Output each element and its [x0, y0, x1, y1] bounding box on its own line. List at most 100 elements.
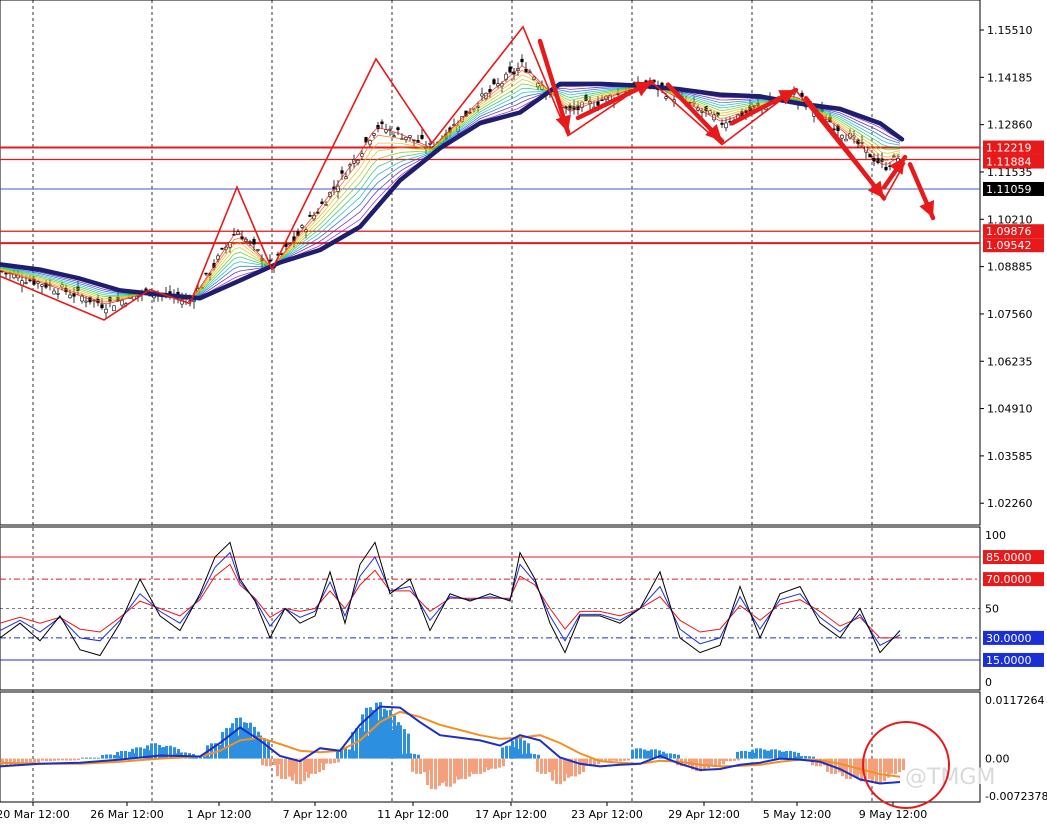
macd-histogram-bar [77, 758, 80, 761]
candle-body [844, 138, 848, 142]
macd-histogram-bar [65, 758, 68, 761]
macd-histogram-bar [399, 725, 402, 759]
price-tick-label: 1.03585 [987, 450, 1033, 463]
arrow-head-4 [867, 180, 884, 199]
macd-histogram-bar [17, 758, 20, 765]
macd-histogram-bar [875, 758, 878, 784]
macd-histogram-bar [710, 758, 713, 767]
osc-level-tag-0-bg [983, 550, 1044, 565]
price-level-tag-0: 1.12219 [986, 142, 1032, 155]
arrow-shaft-4 [803, 95, 887, 201]
macd-histogram-bar [774, 749, 777, 759]
macd-histogram-bar [494, 758, 497, 769]
macd-histogram-bar [740, 750, 743, 759]
candle-body [872, 157, 876, 162]
ribbon-line-4 [0, 83, 901, 300]
candle-body [80, 295, 84, 302]
macd-histogram-bar [363, 731, 366, 759]
macd-histogram-bar [105, 754, 108, 759]
time-label: 7 Apr 12:00 [283, 808, 348, 821]
macd-histogram-bar [631, 749, 634, 759]
macd-histogram-bar [61, 758, 64, 761]
macd-histogram-bar [255, 735, 258, 759]
macd-histogram-bar [737, 758, 740, 761]
osc-frame [0, 526, 981, 691]
price-level-tag-1-bg [983, 154, 1044, 169]
macd-histogram-bar [902, 758, 905, 771]
candle-body [252, 239, 256, 245]
candle-body [204, 272, 208, 275]
macd-histogram-bar [276, 758, 279, 777]
macd-signal-line [0, 710, 901, 778]
macd-histogram-bar [128, 751, 131, 759]
macd-histogram-bar [434, 758, 437, 790]
macd-histogram-bar [789, 750, 792, 759]
macd-histogram-bar [359, 727, 362, 759]
macd-histogram-bar [411, 758, 414, 772]
macd-histogram-bar [527, 743, 530, 759]
macd-histogram-bar [430, 758, 433, 790]
ribbon-line-8 [0, 85, 901, 299]
macd-histogram-bar [639, 748, 642, 759]
macd-histogram-bar [654, 749, 657, 759]
osc-level-tag-2: 30.0000 [986, 632, 1032, 645]
macd-histogram-bar [585, 758, 588, 767]
macd-histogram-bar [303, 758, 306, 782]
macd-histogram-bar [325, 758, 328, 764]
macd-histogram-bar [755, 748, 758, 759]
price-axes: 1.15510 1.14185 1.12860 1.11535 1.10210 1.088… [980, 24, 1047, 803]
macd-histogram-bar [812, 756, 815, 759]
candle-body [584, 95, 588, 101]
macd-histogram-bar [85, 757, 88, 759]
macd-histogram-bar [751, 749, 754, 759]
price-level-tag-1: 1.11884 [986, 156, 1032, 169]
macd-histogram-bar [280, 758, 283, 779]
macd-histogram-bar [377, 720, 380, 759]
time-label: 5 May 12:00 [763, 808, 831, 821]
candle-body [480, 93, 484, 97]
macd-histogram-bar [413, 754, 416, 759]
macd-histogram-bar [501, 747, 504, 759]
macd-histogram-bar [146, 745, 149, 759]
macd-histogram-bar [763, 749, 766, 759]
macd-histogram-bar [288, 758, 291, 777]
macd-histogram-bar [135, 747, 138, 759]
macd-histogram-bar [101, 755, 104, 759]
macd-histogram-bar [165, 745, 168, 759]
macd-histogram-bar [261, 758, 264, 766]
time-label: 17 Apr 12:00 [475, 808, 547, 821]
current-price-tag-bg [983, 181, 1044, 196]
macd-histogram-bar [643, 749, 646, 759]
macd-histogram-bar [706, 758, 709, 766]
macd-histogram-bar [233, 731, 236, 759]
macd-histogram-bar [544, 758, 547, 774]
macd-histogram-bar [299, 758, 302, 785]
macd-histogram-bar [766, 750, 769, 759]
macd-histogram-bar [441, 758, 444, 783]
macd-histogram-bar [53, 758, 56, 761]
macd-histogram-bar [333, 758, 336, 764]
price-level-tag-2-bg [983, 224, 1044, 239]
candle-body [800, 92, 804, 97]
macd-histogram-bar [407, 733, 410, 759]
macd-histogram-bar [845, 758, 848, 779]
macd-histogram-bar [225, 728, 228, 759]
ribbon-line-5 [0, 84, 901, 299]
macd-histogram-bar [733, 758, 736, 761]
candle-body [104, 308, 108, 314]
macd-histogram-bar [744, 750, 747, 759]
macd-histogram-bar [714, 758, 717, 767]
macd-histogram-bar [600, 758, 603, 762]
macd-histogram-bar [25, 758, 28, 764]
osc-black-line [0, 541, 901, 657]
candle-body [340, 170, 344, 174]
macd-histogram-bar [81, 757, 84, 759]
candle-body [420, 135, 424, 139]
macd-histogram-bar [379, 702, 382, 759]
macd-histogram-bar [131, 748, 134, 759]
macd-histogram-bar [124, 750, 127, 759]
candle-body [508, 66, 512, 73]
macd-histogram-bar [871, 758, 874, 781]
macd-histogram-bar [513, 747, 516, 759]
